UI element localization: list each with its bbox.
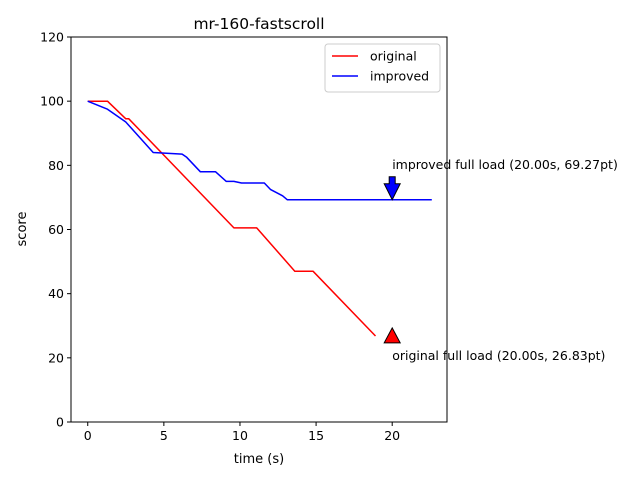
x-tick-label: 10	[232, 428, 248, 443]
series-line-improved	[87, 100, 432, 201]
y-tick-label: 0	[56, 415, 64, 430]
x-axis: 0 5 10 15 20	[84, 422, 400, 443]
improved-full-load-marker	[383, 176, 402, 201]
y-tick-label: 120	[40, 30, 64, 45]
original-full-load-marker	[383, 326, 402, 344]
y-tick-label: 60	[48, 222, 64, 237]
y-tick-label: 100	[40, 94, 64, 109]
y-tick-label: 80	[48, 158, 64, 173]
y-axis: 0 20 40 60 80 100 120	[40, 30, 71, 430]
annotations: improved full load (20.00s, 69.27pt) orig…	[383, 157, 618, 363]
y-axis-label: score	[15, 212, 30, 247]
legend: original improved	[324, 43, 441, 93]
legend-label-improved: improved	[370, 69, 429, 84]
x-tick-label: 0	[84, 428, 92, 443]
chart-title: mr-160-fastscroll	[193, 15, 324, 33]
improved-full-load-annotation: improved full load (20.00s, 69.27pt)	[392, 157, 618, 172]
series-line-original	[87, 100, 377, 337]
y-tick-label: 40	[48, 286, 64, 301]
series-layer	[87, 100, 432, 337]
x-axis-label: time (s)	[234, 452, 284, 467]
y-tick-label: 20	[48, 350, 64, 365]
x-tick-label: 20	[384, 428, 400, 443]
x-tick-label: 15	[308, 428, 324, 443]
original-full-load-annotation: original full load (20.00s, 26.83pt)	[392, 348, 605, 363]
legend-label-original: original	[370, 49, 417, 64]
x-tick-label: 5	[160, 428, 168, 443]
